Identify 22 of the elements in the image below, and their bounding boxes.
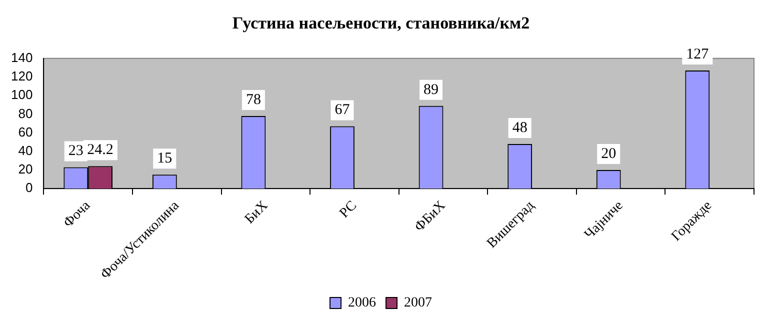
data-label: 24.2 <box>87 142 114 158</box>
y-tick-label: 120 <box>10 68 33 84</box>
y-tick-label: 20 <box>18 162 33 177</box>
data-label: 67 <box>334 102 350 118</box>
y-tick-label: 0 <box>25 180 33 196</box>
data-label: 15 <box>157 150 172 167</box>
y-tick-label: 40 <box>18 142 33 158</box>
data-label: 48 <box>512 120 528 136</box>
chart-title: Густина насељености, становника/км2 <box>232 14 530 33</box>
y-tick-label: 80 <box>18 106 33 121</box>
data-label: 89 <box>424 82 439 98</box>
x-tick-label: РС <box>337 198 360 222</box>
data-label: 127 <box>686 46 710 62</box>
legend-label: 2006 <box>348 296 376 311</box>
y-tick-label: 100 <box>10 87 33 102</box>
y-tick-label: 140 <box>10 50 33 65</box>
data-label: 20 <box>601 146 616 162</box>
data-label: 23 <box>68 143 84 160</box>
y-tick-label: 60 <box>18 124 33 140</box>
x-tick-label: Фоча <box>61 198 94 231</box>
legend-label: 2007 <box>404 296 432 311</box>
data-label: 78 <box>246 92 261 108</box>
